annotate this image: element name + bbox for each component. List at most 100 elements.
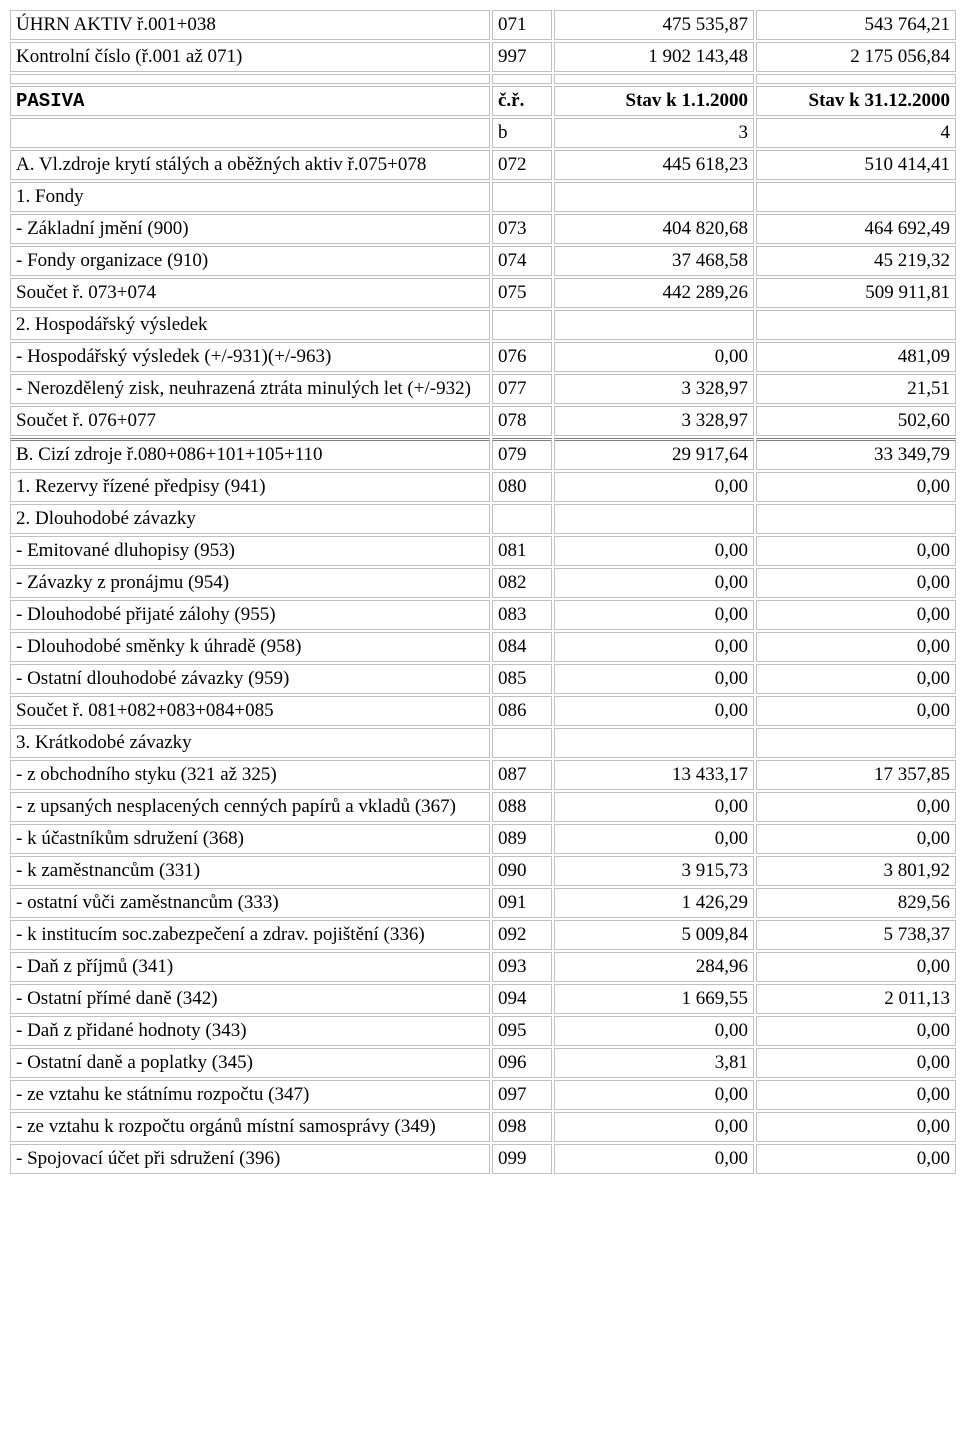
cell-v2: 33 349,79 (756, 438, 956, 470)
table-row: Součet ř. 073+074075442 289,26509 911,81 (10, 278, 956, 308)
cell-v1: 0,00 (554, 1144, 754, 1174)
cell-desc: 2. Hospodářský výsledek (10, 310, 490, 340)
cell-v2: 0,00 (756, 1080, 956, 1110)
cell-v2: 17 357,85 (756, 760, 956, 790)
table-row: - Daň z příjmů (341)093284,960,00 (10, 952, 956, 982)
cell-desc: - Dlouhodobé přijaté zálohy (955) (10, 600, 490, 630)
table-row: Součet ř. 076+0770783 328,97502,60 (10, 406, 956, 436)
cell-v1: 0,00 (554, 824, 754, 854)
table-row: - z obchodního styku (321 až 325)08713 4… (10, 760, 956, 790)
cell-v2 (756, 504, 956, 534)
cell-code: 075 (492, 278, 552, 308)
cell-code: 092 (492, 920, 552, 950)
cell-desc: - Daň z příjmů (341) (10, 952, 490, 982)
balance-table: ÚHRN AKTIV ř.001+038071475 535,87543 764… (8, 8, 958, 1176)
cell-code: 076 (492, 342, 552, 372)
cell-desc: 3. Krátkodobé závazky (10, 728, 490, 758)
cell-v2: 0,00 (756, 600, 956, 630)
table-row: Kontrolní číslo (ř.001 až 071)9971 902 1… (10, 42, 956, 72)
cell-desc: - k zaměstnancům (331) (10, 856, 490, 886)
cell-v2: 21,51 (756, 374, 956, 404)
cell-v1: 1 669,55 (554, 984, 754, 1014)
cell-v1: 0,00 (554, 568, 754, 598)
cell-code: 082 (492, 568, 552, 598)
cell-code: 086 (492, 696, 552, 726)
gap-cell (492, 74, 552, 84)
table-row: - Základní jmění (900)073404 820,68464 6… (10, 214, 956, 244)
cell-v1: 29 917,64 (554, 438, 754, 470)
cell-v1: 0,00 (554, 664, 754, 694)
cell-code: 096 (492, 1048, 552, 1078)
cell-v1: 0,00 (554, 600, 754, 630)
cell-v1: 0,00 (554, 536, 754, 566)
cell-code: 097 (492, 1080, 552, 1110)
cell-code: 078 (492, 406, 552, 436)
cell-v2: 509 911,81 (756, 278, 956, 308)
table-row: - Fondy organizace (910)07437 468,5845 2… (10, 246, 956, 276)
cell-code (492, 182, 552, 212)
table-row: - k účastníkům sdružení (368)0890,000,00 (10, 824, 956, 854)
cell-v1: 0,00 (554, 342, 754, 372)
cell-code: 088 (492, 792, 552, 822)
cell-v1 (554, 310, 754, 340)
cell-v2: 0,00 (756, 824, 956, 854)
cell-code: 081 (492, 536, 552, 566)
cell-desc: - ze vztahu ke státnímu rozpočtu (347) (10, 1080, 490, 1110)
cell-code: 072 (492, 150, 552, 180)
cell-code: 091 (492, 888, 552, 918)
cell-v2: 0,00 (756, 696, 956, 726)
cell-v2: 0,00 (756, 472, 956, 502)
cell-v1: 0,00 (554, 696, 754, 726)
cell-code (492, 728, 552, 758)
table-row: - Hospodářský výsledek (+/-931)(+/-963)0… (10, 342, 956, 372)
table-row: - Daň z přidané hodnoty (343)0950,000,00 (10, 1016, 956, 1046)
table-row: - ze vztahu ke státnímu rozpočtu (347)09… (10, 1080, 956, 1110)
cell-v1: 445 618,23 (554, 150, 754, 180)
table-row: 1. Rezervy řízené předpisy (941)0800,000… (10, 472, 956, 502)
cell-v1: 3,81 (554, 1048, 754, 1078)
cell-v2: 45 219,32 (756, 246, 956, 276)
table-row: 2. Hospodářský výsledek (10, 310, 956, 340)
cell-desc: Součet ř. 073+074 (10, 278, 490, 308)
table-row: - Ostatní daně a poplatky (345)0963,810,… (10, 1048, 956, 1078)
cell-v1: 404 820,68 (554, 214, 754, 244)
cell-desc: - k institucím soc.zabezpečení a zdrav. … (10, 920, 490, 950)
cell-code: 080 (492, 472, 552, 502)
cell-code: 094 (492, 984, 552, 1014)
table-row: Součet ř. 081+082+083+084+0850860,000,00 (10, 696, 956, 726)
cell-desc: - ostatní vůči zaměstnancům (333) (10, 888, 490, 918)
cell-v1: 3 (554, 118, 754, 148)
cell-v1: 0,00 (554, 472, 754, 502)
cell-v1: 1 902 143,48 (554, 42, 754, 72)
cell-desc: - k účastníkům sdružení (368) (10, 824, 490, 854)
table-row: - Spojovací účet při sdružení (396)0990,… (10, 1144, 956, 1174)
gap-cell (554, 74, 754, 84)
cell-desc: - Ostatní dlouhodobé závazky (959) (10, 664, 490, 694)
cell-v1: 284,96 (554, 952, 754, 982)
cell-v2: 5 738,37 (756, 920, 956, 950)
cell-v2 (756, 310, 956, 340)
cell-v1: 442 289,26 (554, 278, 754, 308)
cell-desc: Součet ř. 076+077 (10, 406, 490, 436)
cell-code: 083 (492, 600, 552, 630)
pasiva-header-row: PASIVAč.ř.Stav k 1.1.2000Stav k 31.12.20… (10, 86, 956, 116)
table-row: - Ostatní dlouhodobé závazky (959)0850,0… (10, 664, 956, 694)
cell-v1: 3 915,73 (554, 856, 754, 886)
cell-code: 079 (492, 438, 552, 470)
cell-desc (10, 118, 490, 148)
cell-desc: 1. Fondy (10, 182, 490, 212)
cell-v2: 502,60 (756, 406, 956, 436)
cell-v1 (554, 504, 754, 534)
cell-code: 098 (492, 1112, 552, 1142)
cell-v1: 0,00 (554, 1112, 754, 1142)
cell-code: 084 (492, 632, 552, 662)
cell-code: 095 (492, 1016, 552, 1046)
cell-v1: 1 426,29 (554, 888, 754, 918)
cell-code: 089 (492, 824, 552, 854)
table-row: 3. Krátkodobé závazky (10, 728, 956, 758)
table-row: - Závazky z pronájmu (954)0820,000,00 (10, 568, 956, 598)
cell-desc: - Spojovací účet při sdružení (396) (10, 1144, 490, 1174)
table-row: ÚHRN AKTIV ř.001+038071475 535,87543 764… (10, 10, 956, 40)
cell-code: 074 (492, 246, 552, 276)
cell-desc: - Ostatní přímé daně (342) (10, 984, 490, 1014)
